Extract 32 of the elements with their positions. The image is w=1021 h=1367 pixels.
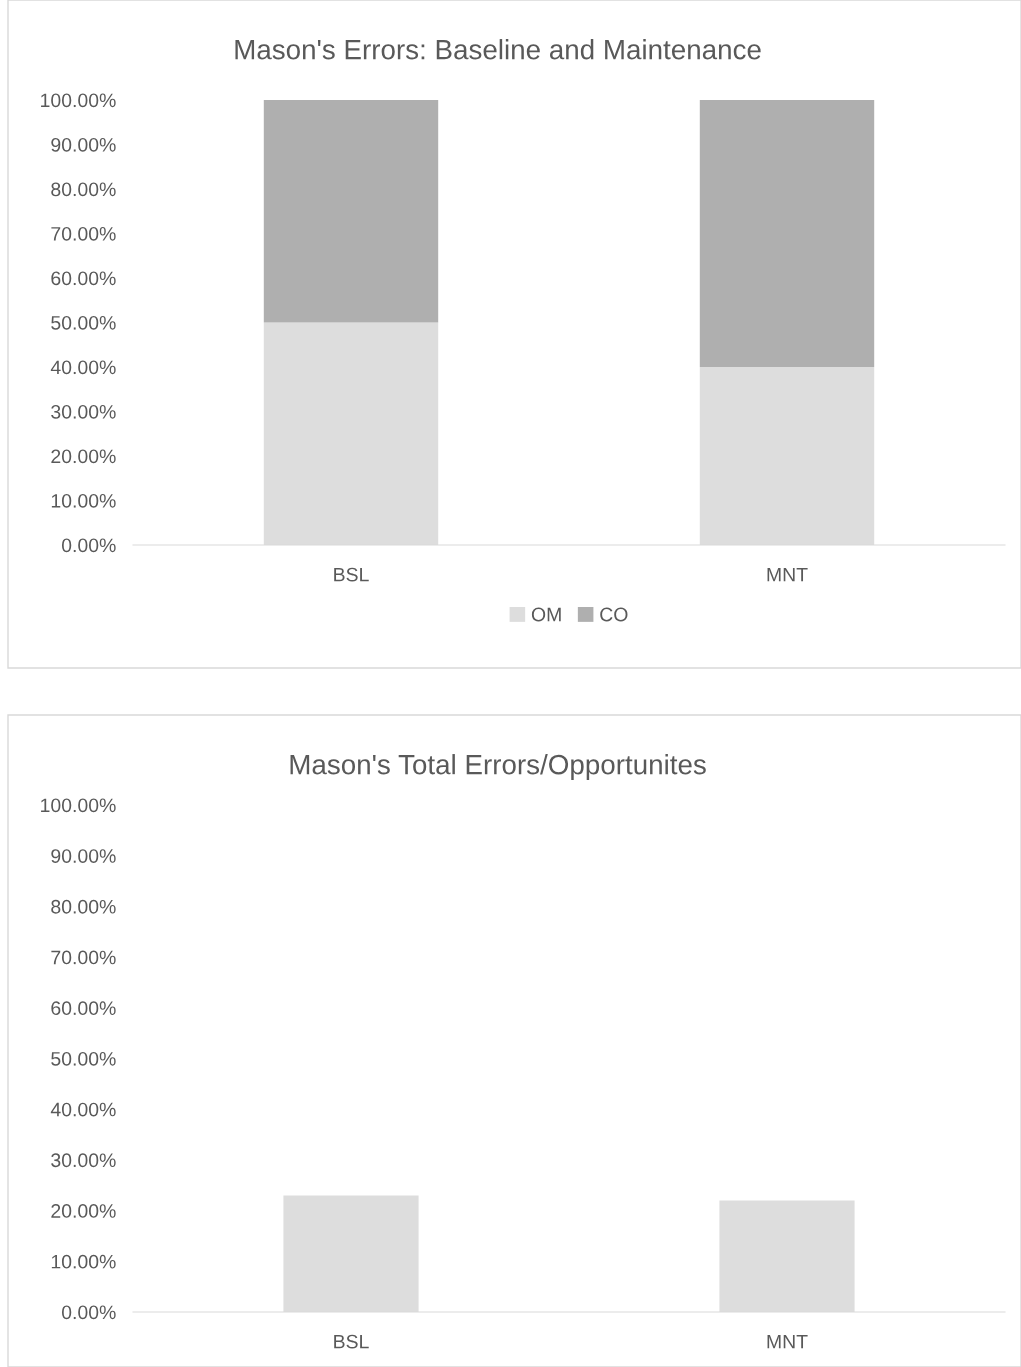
y-tick-label: 40.00% — [50, 1102, 116, 1117]
y-tick-label: 50.00% — [51, 315, 116, 330]
y-tick-label: 80.00% — [51, 899, 116, 914]
y-tick-label: 90.00% — [51, 849, 116, 863]
y-tick-label: 40.00% — [50, 360, 116, 375]
chart-title: Mason's Errors: Baseline and Maintenance — [235, 39, 761, 60]
y-tick-label: 0.00% — [61, 538, 116, 553]
y-tick-label: 10.00% — [51, 1254, 116, 1269]
y-tick-label: 20.00% — [51, 449, 116, 464]
y-tick-label: 100.00% — [41, 93, 116, 108]
y-tick-label: 80.00% — [51, 182, 116, 197]
y-tick-label: 30.00% — [51, 1153, 116, 1168]
x-tick-label: MNT — [767, 567, 808, 582]
legend-label: OM — [531, 607, 561, 622]
y-tick-label: 100.00% — [41, 798, 116, 813]
legend-label: CO — [600, 607, 628, 622]
y-tick-label: 90.00% — [51, 137, 116, 152]
chart-title: Mason's Total Errors/Opportunites — [290, 754, 706, 780]
y-tick-label: 60.00% — [51, 271, 116, 286]
x-tick-label: MNT — [767, 1334, 808, 1349]
y-tick-label: 30.00% — [51, 404, 116, 419]
bar — [263, 100, 439, 323]
bar — [699, 100, 875, 367]
y-tick-label: 70.00% — [51, 226, 116, 241]
y-tick-label: 70.00% — [51, 950, 116, 965]
y-tick-label: 0.00% — [61, 1305, 116, 1320]
y-tick-label: 50.00% — [51, 1051, 116, 1066]
y-tick-label: 60.00% — [51, 1001, 116, 1016]
y-tick-label: 20.00% — [51, 1204, 116, 1218]
y-tick-label: 10.00% — [51, 493, 116, 508]
x-tick-label: BSL — [334, 567, 369, 582]
x-tick-label: BSL — [334, 1334, 369, 1349]
